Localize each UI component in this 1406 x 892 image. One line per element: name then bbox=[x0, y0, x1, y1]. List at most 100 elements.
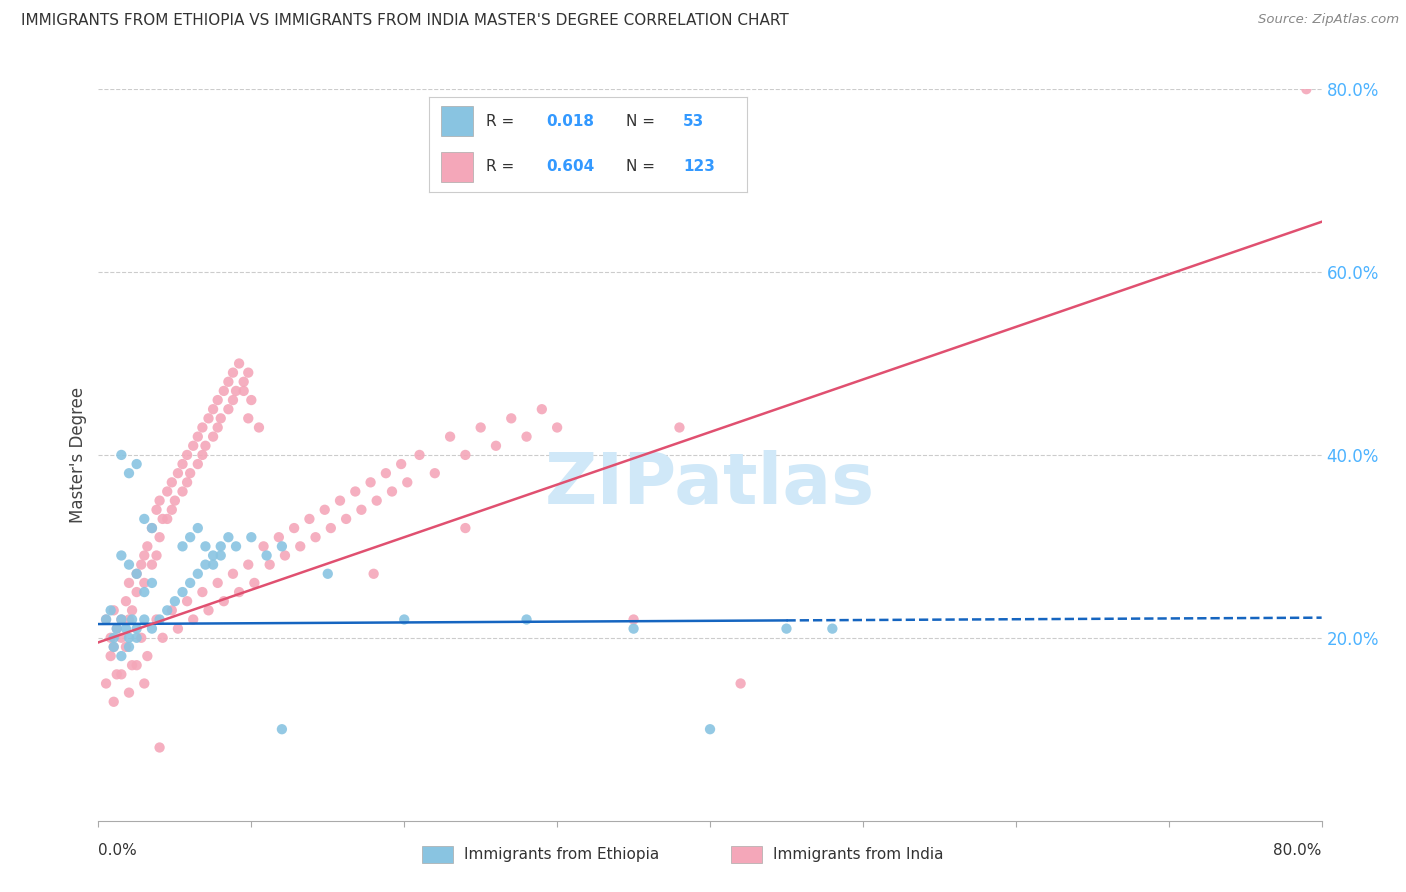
Text: 80.0%: 80.0% bbox=[1274, 843, 1322, 858]
Point bbox=[118, 613, 141, 627]
Point bbox=[160, 502, 183, 516]
Point bbox=[194, 439, 217, 453]
Point bbox=[110, 448, 132, 462]
Point bbox=[176, 475, 198, 490]
Point bbox=[94, 613, 117, 627]
Point bbox=[145, 549, 167, 563]
Point bbox=[187, 457, 209, 471]
Point bbox=[209, 411, 232, 425]
Point bbox=[149, 530, 172, 544]
Point bbox=[110, 549, 132, 563]
Point bbox=[270, 723, 292, 737]
Point bbox=[100, 603, 122, 617]
Point bbox=[439, 430, 461, 444]
Text: Immigrants from Ethiopia: Immigrants from Ethiopia bbox=[464, 847, 659, 862]
Point bbox=[152, 512, 174, 526]
Point bbox=[181, 613, 204, 627]
Point bbox=[217, 530, 239, 544]
Point bbox=[145, 502, 167, 516]
Point bbox=[668, 420, 690, 434]
Point bbox=[274, 549, 297, 563]
Point bbox=[134, 676, 156, 690]
Point bbox=[238, 411, 260, 425]
Point bbox=[118, 576, 141, 591]
Point bbox=[290, 539, 312, 553]
Point bbox=[516, 613, 538, 627]
Point bbox=[298, 512, 321, 526]
Point bbox=[103, 640, 125, 654]
Point bbox=[141, 521, 163, 535]
Point bbox=[530, 402, 553, 417]
Point bbox=[115, 640, 138, 654]
Text: 0.0%: 0.0% bbox=[98, 843, 138, 858]
Point bbox=[623, 622, 645, 636]
Point bbox=[344, 484, 367, 499]
Point bbox=[396, 475, 419, 490]
Point bbox=[172, 484, 194, 499]
Point bbox=[217, 375, 239, 389]
Point bbox=[110, 649, 132, 664]
Point bbox=[191, 420, 214, 434]
Point bbox=[134, 549, 156, 563]
Point bbox=[187, 521, 209, 535]
Point bbox=[110, 631, 132, 645]
Point bbox=[156, 484, 179, 499]
Point bbox=[191, 448, 214, 462]
Point bbox=[730, 676, 752, 690]
Point bbox=[240, 530, 263, 544]
Point bbox=[197, 603, 219, 617]
Point bbox=[163, 493, 186, 508]
Point bbox=[110, 667, 132, 681]
Point bbox=[134, 512, 156, 526]
Point bbox=[141, 576, 163, 591]
Point bbox=[202, 549, 225, 563]
Point bbox=[207, 420, 229, 434]
Point bbox=[172, 539, 194, 553]
Point bbox=[105, 622, 128, 636]
Point bbox=[217, 402, 239, 417]
Point bbox=[103, 695, 125, 709]
Point bbox=[141, 521, 163, 535]
Point bbox=[259, 558, 281, 572]
Point bbox=[149, 613, 172, 627]
Y-axis label: Master's Degree: Master's Degree bbox=[69, 387, 87, 523]
Point bbox=[94, 613, 117, 627]
Point bbox=[136, 649, 159, 664]
Point bbox=[423, 466, 446, 480]
Point bbox=[252, 539, 274, 553]
Point bbox=[179, 530, 201, 544]
Point bbox=[115, 594, 138, 608]
Point bbox=[222, 392, 245, 407]
Point bbox=[125, 566, 148, 581]
Point bbox=[103, 640, 125, 654]
Point bbox=[156, 603, 179, 617]
Point bbox=[167, 622, 190, 636]
Point bbox=[163, 594, 186, 608]
Point bbox=[103, 631, 125, 645]
Point bbox=[304, 530, 326, 544]
Point bbox=[470, 420, 492, 434]
Point bbox=[152, 631, 174, 645]
Point bbox=[316, 566, 339, 581]
Point bbox=[240, 392, 263, 407]
Point bbox=[194, 539, 217, 553]
Text: Source: ZipAtlas.com: Source: ZipAtlas.com bbox=[1258, 13, 1399, 27]
Point bbox=[1295, 82, 1317, 96]
Point bbox=[149, 740, 172, 755]
Point bbox=[149, 493, 172, 508]
Point bbox=[110, 613, 132, 627]
Point bbox=[134, 576, 156, 591]
Point bbox=[134, 613, 156, 627]
Point bbox=[501, 411, 523, 425]
Point bbox=[145, 613, 167, 627]
Point bbox=[408, 448, 430, 462]
Point bbox=[350, 502, 373, 516]
Point bbox=[179, 466, 201, 480]
Point bbox=[392, 613, 416, 627]
Point bbox=[389, 457, 412, 471]
Point bbox=[232, 375, 254, 389]
Point bbox=[187, 566, 209, 581]
Point bbox=[176, 594, 198, 608]
Point bbox=[222, 366, 245, 380]
Point bbox=[209, 549, 232, 563]
